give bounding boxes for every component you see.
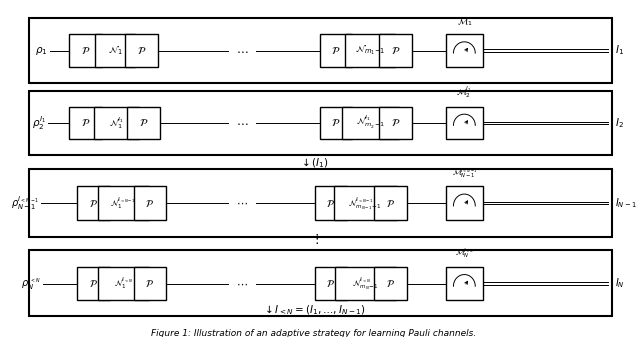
Text: $I_N$: $I_N$: [615, 277, 625, 290]
Bar: [94, 107, 139, 139]
Text: $\mathcal{P}$: $\mathcal{P}$: [145, 198, 154, 209]
Text: $\mathcal{P}$: $\mathcal{P}$: [386, 198, 395, 209]
Bar: [29, 170, 612, 237]
Text: $\mathcal{P}$: $\mathcal{P}$: [386, 278, 395, 289]
Text: $I_{N-1}$: $I_{N-1}$: [615, 196, 637, 210]
Text: $I_2$: $I_2$: [615, 116, 623, 130]
Bar: [99, 267, 148, 300]
Bar: [98, 186, 149, 220]
Text: $\mathcal{M}_{N-1}^{I_{<N-1}}$: $\mathcal{M}_{N-1}^{I_{<N-1}}$: [451, 166, 477, 180]
Text: $\mathcal{M}_N^{I_{<N}}$: $\mathcal{M}_N^{I_{<N}}$: [455, 247, 474, 261]
Bar: [69, 34, 102, 67]
Bar: [379, 34, 412, 67]
Text: $\rho_N^{I_{<N}}$: $\rho_N^{I_{<N}}$: [22, 275, 42, 293]
Bar: [319, 107, 352, 139]
Text: $\mathcal{P}$: $\mathcal{P}$: [89, 278, 98, 289]
Text: $\vdots$: $\vdots$: [310, 232, 319, 246]
Bar: [342, 107, 399, 139]
Bar: [125, 34, 158, 67]
Text: $\mathcal{N}_1^{I_{<N-1}}$: $\mathcal{N}_1^{I_{<N-1}}$: [111, 195, 136, 211]
Text: $\mathcal{P}$: $\mathcal{P}$: [145, 278, 154, 289]
Bar: [29, 250, 612, 316]
Text: $\mathcal{M}_1$: $\mathcal{M}_1$: [456, 17, 472, 28]
Bar: [315, 186, 347, 220]
Text: $\rho_1$: $\rho_1$: [35, 44, 48, 57]
Bar: [77, 267, 109, 300]
Text: $\mathcal{N}_1^{I_1}$: $\mathcal{N}_1^{I_1}$: [109, 115, 124, 131]
Bar: [334, 186, 397, 220]
Text: $\mathcal{N}_{m_N\!-\!1}^{I_{<N}}$: $\mathcal{N}_{m_N\!-\!1}^{I_{<N}}$: [352, 275, 379, 292]
Bar: [134, 186, 166, 220]
Bar: [134, 267, 166, 300]
Bar: [335, 267, 396, 300]
Text: $\mathcal{P}$: $\mathcal{P}$: [89, 198, 98, 209]
Bar: [77, 186, 109, 220]
Bar: [374, 267, 406, 300]
Text: $\mathcal{N}_1$: $\mathcal{N}_1$: [108, 44, 123, 57]
Bar: [446, 186, 483, 220]
Text: $\cdots$: $\cdots$: [236, 44, 248, 57]
Text: $\mathcal{P}$: $\mathcal{P}$: [391, 117, 400, 128]
Text: $\mathcal{N}_1^{I_{<N}}$: $\mathcal{N}_1^{I_{<N}}$: [114, 276, 133, 292]
Text: $\mathcal{P}$: $\mathcal{P}$: [332, 45, 340, 56]
Bar: [446, 267, 483, 300]
Text: $\downarrow I_{<N} = (I_1,\ldots,I_{N-1})$: $\downarrow I_{<N} = (I_1,\ldots,I_{N-1}…: [262, 303, 366, 317]
Bar: [446, 34, 483, 67]
Text: $\mathcal{P}$: $\mathcal{P}$: [139, 117, 148, 128]
Text: $\mathcal{N}_{m_2\!-\!1}^{I_1}$: $\mathcal{N}_{m_2\!-\!1}^{I_1}$: [356, 114, 385, 131]
Text: $\mathcal{N}_{m_1\!-\!1}$: $\mathcal{N}_{m_1\!-\!1}$: [355, 44, 385, 57]
Text: $\mathcal{P}$: $\mathcal{P}$: [81, 117, 90, 128]
Bar: [446, 107, 483, 139]
Text: $\mathcal{P}$: $\mathcal{P}$: [81, 45, 90, 56]
Text: $\rho_2^{I_1}$: $\rho_2^{I_1}$: [32, 114, 46, 132]
Bar: [29, 91, 612, 155]
Text: $\cdots$: $\cdots$: [236, 116, 248, 129]
Text: $\mathcal{M}_2^{I_1}$: $\mathcal{M}_2^{I_1}$: [456, 85, 472, 100]
Text: $\mathcal{P}$: $\mathcal{P}$: [391, 45, 400, 56]
Bar: [95, 34, 136, 67]
Text: $\downarrow(I_1)$: $\downarrow(I_1)$: [299, 157, 329, 171]
Bar: [379, 107, 412, 139]
Text: $\mathcal{P}$: $\mathcal{P}$: [326, 198, 335, 209]
Text: Figure 1: Illustration of an adaptive strategy for learning Pauli channels.: Figure 1: Illustration of an adaptive st…: [151, 329, 477, 337]
Text: $\mathcal{P}$: $\mathcal{P}$: [326, 278, 335, 289]
Bar: [319, 34, 352, 67]
Bar: [315, 267, 347, 300]
Text: $I_1$: $I_1$: [615, 43, 624, 57]
Bar: [127, 107, 160, 139]
Text: $\rho_{N-1}^{I_{<N-1}}$: $\rho_{N-1}^{I_{<N-1}}$: [11, 194, 40, 212]
Text: $\mathcal{P}$: $\mathcal{P}$: [332, 117, 340, 128]
Bar: [69, 107, 102, 139]
Text: $\mathcal{P}$: $\mathcal{P}$: [137, 45, 147, 56]
Bar: [29, 19, 612, 83]
Text: $\cdots$: $\cdots$: [236, 279, 248, 288]
Bar: [346, 34, 396, 67]
Bar: [374, 186, 406, 220]
Text: $\mathcal{N}_{m_{N-1}\!-\!1}^{I_{<N-1}}$: $\mathcal{N}_{m_{N-1}\!-\!1}^{I_{<N-1}}$: [349, 195, 382, 212]
Text: $\cdots$: $\cdots$: [236, 198, 248, 208]
